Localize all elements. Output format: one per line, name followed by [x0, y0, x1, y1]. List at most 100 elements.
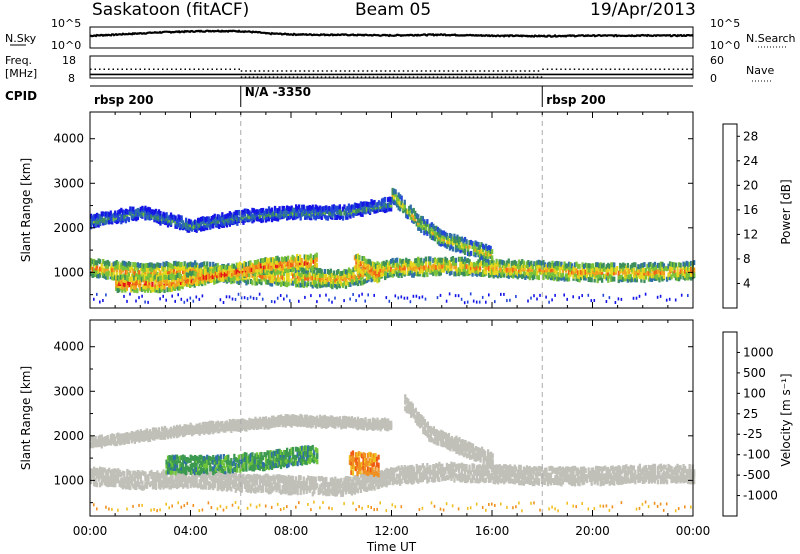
heatmap-cell — [347, 267, 351, 273]
heatmap-cell — [131, 276, 134, 282]
heatmap-cell — [284, 475, 287, 481]
heatmap-cell — [403, 199, 406, 205]
heatmap-cell — [233, 479, 236, 485]
heatmap-cell — [489, 245, 492, 251]
heatmap-cell — [545, 476, 548, 482]
noise-cell — [551, 298, 553, 302]
heatmap-cell — [560, 265, 563, 271]
noise-cell — [687, 294, 689, 297]
heatmap-cell — [224, 478, 227, 484]
heatmap-cell — [536, 264, 539, 270]
heatmap-cell — [462, 238, 465, 244]
heatmap-cell — [409, 475, 412, 481]
heatmap-cell — [314, 253, 317, 259]
heatmap-cell — [353, 208, 357, 214]
heatmap-cell — [151, 285, 154, 291]
heatmap-cell — [590, 272, 593, 278]
heatmap-cell — [586, 478, 589, 483]
heatmap-cell — [332, 280, 335, 286]
heatmap-cell — [267, 489, 271, 495]
heatmap-cell — [219, 472, 222, 477]
heatmap-cell — [156, 264, 159, 270]
heatmap-cell — [305, 477, 308, 483]
heatmap-cell — [561, 267, 565, 273]
heatmap-cell — [531, 275, 534, 281]
heatmap-cell — [165, 220, 168, 226]
heatmap-cell — [123, 478, 126, 484]
heatmap-cell — [216, 270, 219, 276]
heatmap-cell — [301, 278, 304, 284]
heatmap-cell — [183, 274, 186, 280]
heatmap-cell — [253, 271, 257, 277]
heatmap-cell — [364, 258, 367, 264]
heatmap-cell — [200, 262, 203, 268]
heatmap-cell — [444, 265, 447, 271]
noise-cell — [237, 292, 240, 296]
heatmap-cell — [439, 241, 442, 247]
heatmap-cell — [584, 474, 587, 479]
heatmap-cell — [163, 284, 166, 290]
heatmap-cell — [189, 476, 192, 482]
heatmap-cell — [459, 463, 462, 469]
heatmap-cell — [320, 488, 323, 494]
heatmap-cell — [99, 474, 102, 480]
heatmap-cell — [214, 275, 217, 281]
heatmap-cell — [100, 214, 103, 220]
heatmap-cell — [141, 470, 144, 476]
heatmap-cell — [319, 283, 322, 289]
heatmap-cell — [305, 272, 308, 278]
heatmap-cell — [282, 265, 285, 271]
heatmap-cell — [295, 211, 298, 217]
heatmap-cell — [647, 266, 651, 272]
heatmap-cell — [454, 247, 458, 253]
heatmap-cell — [632, 270, 635, 276]
heatmap-cell — [335, 273, 338, 279]
heatmap-cell — [384, 469, 387, 475]
heatmap-cell — [583, 275, 586, 281]
heatmap-cell — [287, 483, 290, 489]
heatmap-cell — [139, 279, 142, 284]
heatmap-cell — [99, 217, 102, 222]
heatmap-cell — [376, 269, 379, 274]
heatmap-cell — [323, 490, 326, 495]
heatmap-cell — [189, 483, 192, 489]
heatmap-cell — [273, 279, 277, 285]
heatmap-cell — [179, 280, 183, 285]
heatmap-cell — [409, 214, 412, 220]
heatmap-cell — [619, 268, 622, 274]
heatmap-cell — [471, 244, 474, 250]
heatmap-cell — [468, 264, 471, 270]
heatmap-cell — [408, 468, 411, 474]
heatmap-cell — [367, 483, 370, 489]
heatmap-cell — [290, 484, 293, 490]
heatmap-cell — [337, 275, 340, 281]
heatmap-cell — [444, 469, 447, 475]
heatmap-cell — [191, 262, 194, 268]
heatmap-cell — [656, 274, 660, 280]
heatmap-cell — [477, 268, 480, 274]
heatmap-cell — [475, 268, 479, 274]
heatmap-cell — [215, 263, 218, 269]
heatmap-cell — [194, 474, 197, 480]
heatmap-cell — [599, 476, 602, 482]
heatmap-cell — [393, 268, 396, 274]
heatmap-cell — [411, 265, 414, 271]
heatmap-cell — [415, 469, 418, 475]
heatmap-cell — [139, 284, 142, 290]
heatmap-cell — [450, 469, 453, 474]
heatmap-cell — [439, 264, 442, 270]
heatmap-cell — [148, 283, 151, 289]
heatmap-cell — [592, 467, 595, 473]
heatmap-cell — [368, 272, 372, 278]
heatmap-cell — [299, 490, 302, 496]
heatmap-cell — [154, 270, 158, 276]
heatmap-cell — [406, 470, 409, 476]
heatmap-cell — [186, 224, 189, 230]
heatmap-cell — [218, 480, 221, 486]
noise-cell — [189, 296, 192, 300]
noise-cell — [445, 299, 448, 303]
noise-cell — [665, 298, 668, 302]
heatmap-cell — [441, 472, 444, 478]
heatmap-cell — [225, 213, 228, 219]
heatmap-cell — [482, 466, 485, 472]
